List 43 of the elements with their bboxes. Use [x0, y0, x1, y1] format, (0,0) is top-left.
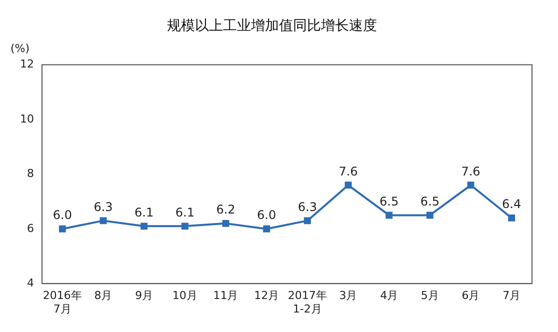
x-tick-label: 9月: [135, 289, 154, 302]
point: [508, 214, 516, 222]
data-label: 6.1: [175, 205, 194, 220]
data-label: 6.4: [502, 197, 522, 212]
y-tick-label: 6: [26, 222, 34, 235]
y-tick-label: 4: [26, 276, 34, 290]
point: [386, 212, 393, 219]
data-label: 6.5: [380, 194, 399, 208]
point: [344, 182, 352, 189]
point: [140, 222, 148, 230]
x-tick-label: 10月: [172, 289, 198, 302]
data-label: 6.3: [298, 200, 317, 214]
data-label: 6.5: [420, 194, 440, 208]
x-tick-label: 7月: [502, 289, 521, 302]
y-tick-label: 12: [20, 58, 34, 71]
x-tick-label: 2017年 1-2月: [288, 289, 327, 316]
x-tick-label: 3月: [339, 289, 358, 302]
data-label: 6.3: [94, 200, 113, 214]
x-tick-label: 2016年 7月: [42, 289, 82, 316]
y-axis-title: (%): [10, 42, 30, 56]
x-tick-label: 12月: [254, 289, 280, 302]
data-label: 6.0: [52, 208, 72, 222]
y-tick-label: 10: [20, 112, 34, 126]
chart-title: 规模以上工业增加值同比增长速度: [167, 18, 377, 34]
data-label: 7.6: [338, 164, 358, 178]
point: [426, 212, 434, 219]
data-label: 6.0: [257, 208, 276, 222]
point: [181, 222, 188, 230]
x-tick-label: 8月: [94, 289, 112, 302]
data-label: 6.2: [216, 202, 236, 217]
point: [263, 225, 270, 232]
data-label: 6.1: [134, 205, 154, 220]
point: [304, 217, 311, 224]
x-tick-label: 11月: [213, 289, 238, 302]
point: [100, 217, 107, 224]
x-tick-label: 4月: [380, 289, 398, 302]
point: [58, 225, 66, 232]
data-label: 7.6: [461, 164, 480, 178]
x-tick-label: 6月: [462, 289, 480, 302]
point: [222, 220, 230, 227]
x-tick-label: 5月: [420, 289, 439, 302]
y-tick-label: 8: [26, 167, 34, 180]
point: [467, 182, 474, 189]
